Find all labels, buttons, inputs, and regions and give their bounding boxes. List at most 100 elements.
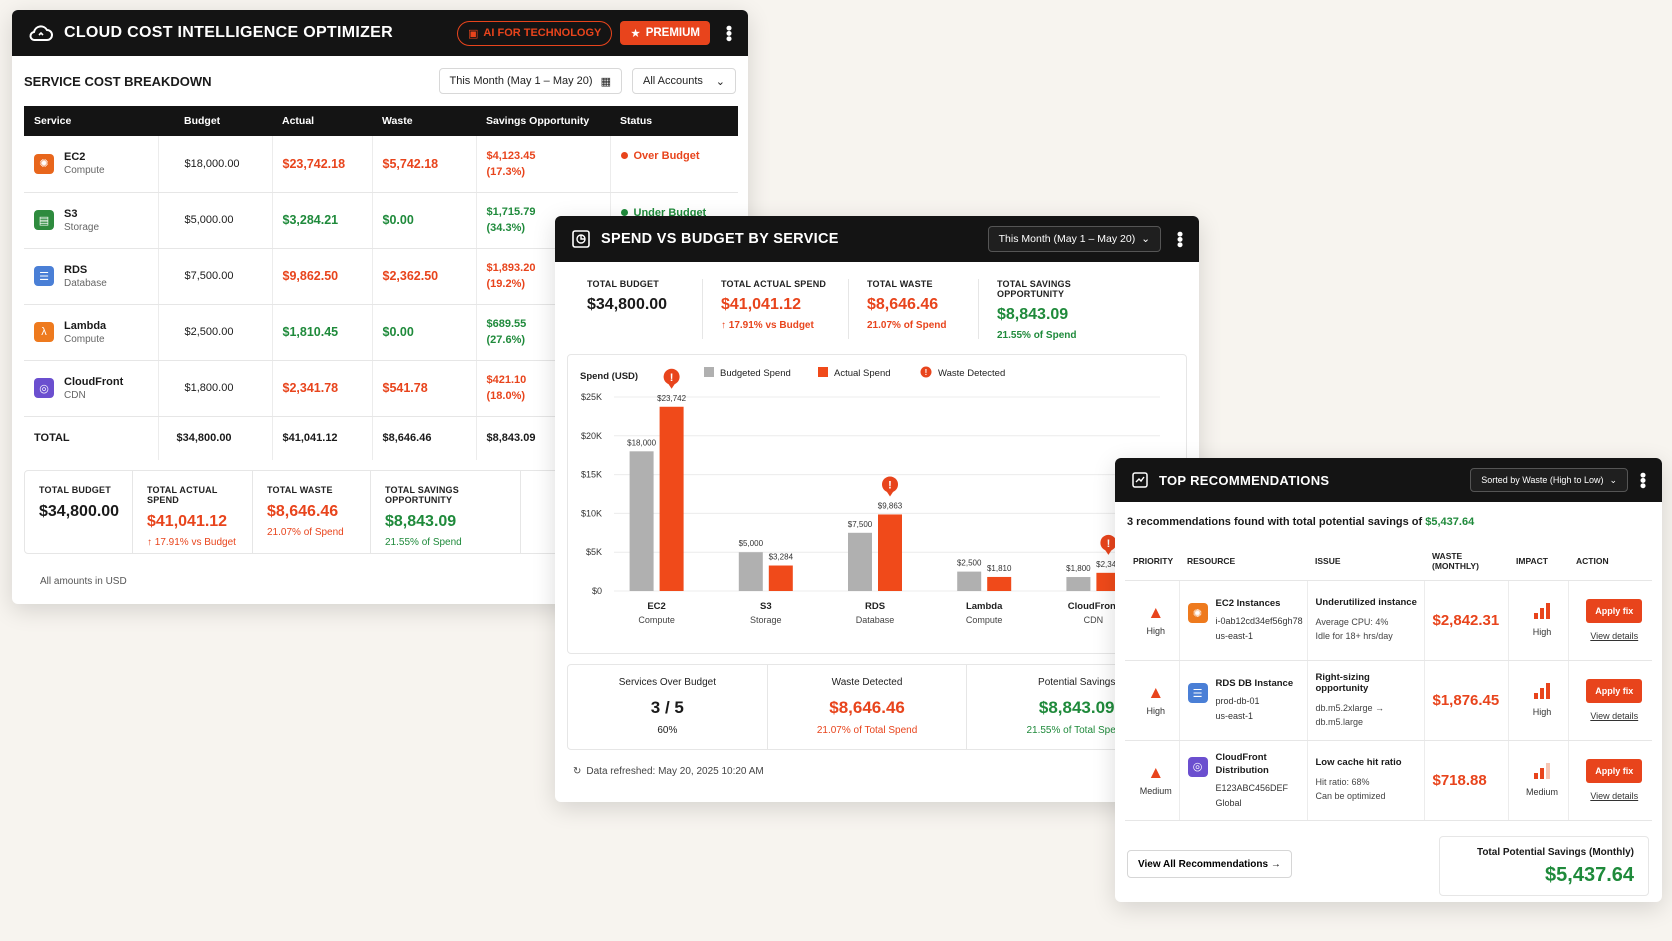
service: ▤ S3 Storage [34, 208, 158, 233]
summary-value: $8,646.46 [829, 698, 905, 717]
issue-detail-line: db.m5.large [1315, 716, 1364, 727]
kpi-card: TOTAL BUDGET $34,800.00 [25, 471, 133, 553]
spend-date-filter[interactable]: This Month (May 1 – May 20) ⌄ [987, 226, 1161, 252]
apply-fix-button[interactable]: Apply fix [1586, 759, 1643, 783]
star-icon: ★ [630, 28, 641, 40]
total-actual: $41,041.12 [271, 416, 372, 460]
more-options-icon[interactable]: ••• [719, 25, 739, 41]
legend-waste-mark: ! [925, 368, 928, 377]
bar-actual-s3[interactable] [768, 565, 793, 591]
bar-budget-lambda[interactable] [957, 571, 982, 591]
waste-alert-icon[interactable] [882, 476, 898, 493]
savings-value: $421.10 [486, 374, 527, 386]
refresh-icon[interactable]: ↻ [573, 766, 582, 777]
bar-value-label: $2,500 [957, 559, 982, 568]
kpi-value: $8,843.09 [997, 306, 1069, 323]
cloudfront-icon: ◎ [34, 378, 54, 398]
impact-label: High [1532, 707, 1552, 717]
more-options-icon[interactable]: ••• [1633, 472, 1653, 488]
bar-actual-cloudfront[interactable] [1096, 572, 1121, 591]
premium-badge[interactable]: ★ PREMIUM [620, 21, 710, 45]
savings-percent: (34.3%) [486, 222, 526, 234]
y-axis-label: Spend (USD) [580, 371, 638, 382]
warning-icon: ▲ [1147, 763, 1165, 782]
kpi-subtext: 21.07% of Spend [267, 527, 344, 538]
bar-budget-rds[interactable] [848, 532, 872, 591]
ec2-icon: ✺ [34, 153, 54, 174]
y-tick-label: $0 [592, 586, 602, 596]
impact-label: High [1532, 627, 1552, 637]
x-tick-sublabel: Database [856, 615, 895, 625]
priority-cell: ▲ Medium [1125, 740, 1179, 821]
issue-title: Underutilized instance [1315, 597, 1417, 608]
savings-value: $689.55 [486, 318, 527, 330]
service-category: Compute [64, 333, 105, 345]
account-filter-select[interactable]: All Accounts ⌄ [632, 68, 736, 94]
legend-actual-swatch [818, 367, 828, 377]
bar-value-label: $9,863 [878, 501, 903, 510]
x-tick-sublabel: Compute [638, 615, 675, 625]
impact-label: Medium [1525, 787, 1558, 797]
refresh-label: Data refreshed: May 20, 2025 10:20 AM [586, 766, 764, 777]
resource-cell: ◎ CloudFront Distribution E123ABC456DEF Glo… [1178, 740, 1307, 821]
view-all-recommendations-button[interactable]: View All Recommendations → [1127, 850, 1292, 878]
bar-actual-lambda[interactable] [987, 576, 1012, 591]
legend-budgeted-label: Budgeted Spend [720, 368, 791, 379]
breakdown-toolbar: SERVICE COST BREAKDOWN This Month (May 1… [12, 56, 748, 106]
apply-fix-button[interactable]: Apply fix [1586, 679, 1643, 703]
breakdown-title: SERVICE COST BREAKDOWN [24, 73, 212, 89]
spend-date-label: This Month (May 1 – May 20) [998, 233, 1136, 245]
bar-actual-ec2[interactable] [659, 406, 684, 591]
total-label: TOTAL [34, 432, 70, 445]
savings-value: $1,893.20 [486, 262, 536, 274]
view-details-link[interactable]: View details [1590, 711, 1639, 721]
resource-name: CloudFront Distribution [1215, 751, 1269, 776]
impact-cell: High [1507, 580, 1568, 661]
ai-badge[interactable]: ▣ AI FOR TECHNOLOGY [457, 20, 613, 46]
date-filter-button[interactable]: This Month (May 1 – May 20) ▦ [438, 68, 622, 94]
bar-budget-cloudfront[interactable] [1066, 577, 1091, 591]
savings-value: $4,123.45 [486, 149, 536, 162]
view-details-link[interactable]: View details [1590, 631, 1639, 641]
waste-alert-icon[interactable] [663, 368, 680, 385]
x-tick-sublabel: Compute [966, 615, 1003, 625]
apply-fix-button[interactable]: Apply fix [1586, 599, 1643, 623]
bar-value-label: $3,284 [769, 553, 794, 562]
table-row[interactable]: ✺ EC2 Compute $18,000.00 $23,742.18 $5,742.18… [24, 136, 738, 193]
resource-name: EC2 Instances [1215, 598, 1281, 609]
spend-header: SPEND VS BUDGET BY SERVICE This Month (M… [555, 216, 1199, 262]
rds-icon: ☰ [34, 266, 54, 286]
col-waste: Waste [372, 106, 476, 136]
more-options-icon[interactable]: ••• [1170, 231, 1190, 247]
status-badge: Over Budget [620, 150, 700, 162]
bar-budget-s3[interactable] [738, 552, 763, 591]
kpi-label: TOTAL BUDGET [39, 485, 111, 495]
y-tick-label: $5K [586, 547, 602, 557]
chevron-down-icon: ⌄ [1141, 233, 1150, 245]
recs-title: TOP RECOMMENDATIONS [1159, 472, 1330, 488]
spend-summary: Services Over Budget 3 / 5 60% Waste Detect… [567, 664, 1187, 750]
priority-cell: ▲ High [1125, 660, 1179, 741]
recommendation-row[interactable]: ▲ High ✺ EC2 Instances i-0ab12cd34ef56gh78 us… [1125, 580, 1652, 661]
bar-actual-rds[interactable] [878, 514, 902, 591]
view-details-link[interactable]: View details [1590, 791, 1639, 801]
recs-sort-select[interactable]: Sorted by Waste (High to Low) ⌄ [1470, 468, 1628, 492]
table-header-row: Service Budget Actual Waste Savings Oppo… [24, 106, 738, 136]
priority-label: Medium [1139, 786, 1172, 796]
waste-alert-icon[interactable] [1100, 534, 1117, 551]
summary-subtext: 21.07% of Total Spend [816, 725, 918, 736]
bar-budget-ec2[interactable] [629, 451, 654, 591]
summary-subtext: 21.55% of Total Spend [1026, 725, 1127, 736]
waste-alert-pointer [667, 382, 676, 389]
y-tick-label: $20K [581, 431, 602, 441]
service-cell: ▤ S3 Storage [24, 192, 158, 249]
total-savings-label: Total Potential Savings (Monthly) [1476, 847, 1634, 858]
col-savings: Savings Opportunity [476, 106, 610, 136]
kpi-card: TOTAL WASTE $8,646.46 21.07% of Spend [849, 279, 979, 339]
recommendation-row[interactable]: ▲ High ☰ RDS DB Instance prod-db-01 us-east-1… [1125, 660, 1652, 741]
resource-id: E123ABC456DEF [1215, 782, 1289, 793]
recommendation-row[interactable]: ▲ Medium ◎ CloudFront Distribution E123ABC45… [1125, 740, 1652, 821]
service-text: S3 Storage [64, 208, 99, 233]
s3-icon: ▤ [34, 210, 54, 230]
status-dot-icon [620, 152, 628, 159]
